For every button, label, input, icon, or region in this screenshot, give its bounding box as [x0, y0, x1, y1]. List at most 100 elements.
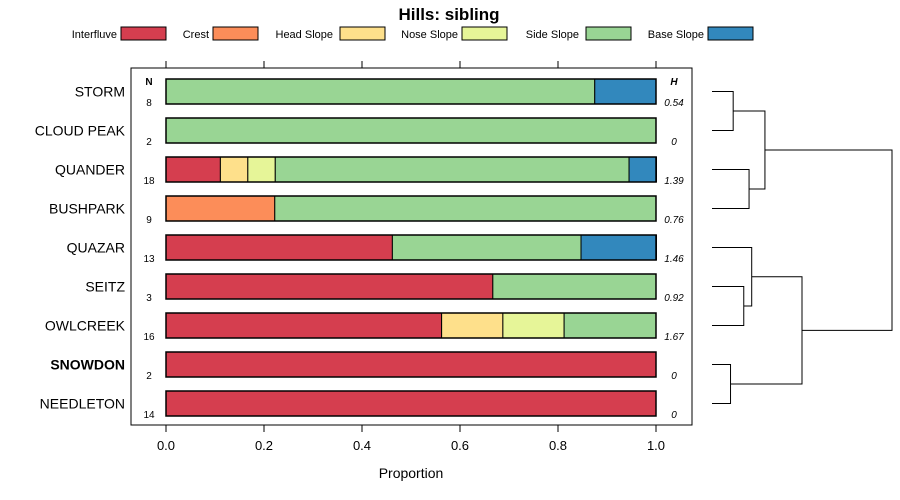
bar-row: STORM 8 0.54 [75, 78, 684, 109]
row-label: OWLCREEK [45, 318, 126, 334]
row-label: SNOWDON [50, 357, 125, 373]
plot-frame [130, 67, 693, 426]
legend-swatch-side-slope [585, 26, 632, 41]
bar-segment [165, 390, 657, 417]
h-value: 1.46 [664, 254, 684, 265]
bar-outline [165, 390, 657, 417]
x-tick-label: 0.2 [255, 438, 273, 453]
bar-outline [165, 78, 657, 105]
n-value: 2 [146, 371, 152, 382]
bar-segment [165, 273, 494, 300]
bar-row: CLOUD PEAK 2 0 [35, 117, 677, 148]
legend: Interfluve Crest Head Slope Nose Slope Side … [72, 26, 754, 41]
bar-segment [441, 312, 504, 339]
n-value: 3 [146, 293, 152, 304]
n-value: 9 [146, 215, 152, 226]
chart-title: Hills: sibling [398, 5, 499, 24]
n-value: 2 [146, 137, 152, 148]
legend-label-interfluve: Interfluve [72, 29, 117, 41]
legend-label-head-slope: Head Slope [276, 29, 334, 41]
legend-swatch-base-slope [707, 26, 754, 41]
row-label: SEITZ [85, 279, 125, 295]
bar-segment [563, 312, 657, 339]
legend-label-base-slope: Base Slope [648, 29, 704, 41]
n-column-header: N [145, 77, 152, 88]
bar-segment [165, 117, 657, 144]
row-label: QUAZAR [67, 240, 125, 256]
bar-segment [594, 78, 657, 105]
bar-segment [219, 156, 249, 183]
row-label: STORM [75, 84, 125, 100]
bar-outline [165, 234, 657, 261]
bar-outline [165, 117, 657, 144]
bar-outline [165, 156, 657, 183]
x-tick-label: 0.0 [157, 438, 175, 453]
bar-outline [165, 351, 657, 378]
bar-segment [391, 234, 582, 261]
legend-swatch-nose-slope [461, 26, 508, 41]
top-axis-ticks [165, 61, 657, 68]
bar-segment [165, 156, 221, 183]
dendrogram-branch [730, 276, 803, 385]
row-label: CLOUD PEAK [35, 123, 126, 139]
h-column-header: H [670, 77, 678, 88]
legend-swatch-interfluve [120, 26, 167, 41]
x-tick-label: 0.6 [451, 438, 469, 453]
bar-segment [165, 195, 276, 222]
row-label: NEEDLETON [40, 396, 125, 412]
bar-segment [165, 312, 443, 339]
h-value: 0.92 [664, 293, 684, 304]
bar-segment [492, 273, 657, 300]
bars-group: STORM 8 0.54 CLOUD PEAK 2 0 QUANDER 18 1.39 BUSHP… [35, 78, 684, 421]
n-value: 8 [146, 98, 152, 109]
h-value: 0 [671, 410, 677, 421]
legend-label-crest: Crest [183, 29, 209, 41]
bar-segment [165, 234, 393, 261]
h-value: 1.39 [664, 176, 684, 187]
x-axis: 0.0 0.2 0.4 0.6 0.8 1.0 [157, 425, 665, 453]
bar-row: SEITZ 3 0.92 [85, 273, 684, 304]
bar-outline [165, 195, 657, 222]
bar-row: QUAZAR 13 1.46 [67, 234, 684, 265]
n-value: 13 [143, 254, 155, 265]
h-value: 0.76 [664, 215, 684, 226]
dendrogram-branch [712, 91, 734, 131]
dendrogram-branch [712, 247, 753, 307]
bar-row: SNOWDON 2 0 [50, 351, 677, 382]
bar-segment [165, 351, 657, 378]
bar-outline [165, 273, 657, 300]
dendrogram [712, 91, 893, 404]
dendrogram-branch [733, 110, 766, 190]
bar-segment [165, 78, 596, 105]
legend-swatch-head-slope [339, 26, 386, 41]
bar-row: OWLCREEK 16 1.67 [45, 312, 684, 343]
row-label: QUANDER [55, 162, 125, 178]
n-value: 14 [143, 410, 155, 421]
x-tick-label: 0.4 [353, 438, 371, 453]
h-value: 1.67 [664, 332, 684, 343]
h-value: 0 [671, 371, 677, 382]
x-axis-label: Proportion [379, 465, 444, 481]
bar-segment [274, 156, 630, 183]
bar-row: BUSHPARK 9 0.76 [49, 195, 684, 226]
h-value: 0 [671, 137, 677, 148]
x-tick-label: 1.0 [647, 438, 665, 453]
bar-row: QUANDER 18 1.39 [55, 156, 684, 187]
n-value: 16 [143, 332, 155, 343]
legend-label-side-slope: Side Slope [526, 29, 579, 41]
legend-label-nose-slope: Nose Slope [401, 29, 458, 41]
bar-segment [274, 195, 657, 222]
dendrogram-branch [712, 286, 745, 326]
x-tick-label: 0.8 [549, 438, 567, 453]
dendrogram-branch [712, 169, 750, 209]
n-value: 18 [143, 176, 155, 187]
dendrogram-branch [764, 149, 893, 331]
bar-outline [165, 312, 657, 339]
row-label: BUSHPARK [49, 201, 126, 217]
bar-segment [502, 312, 565, 339]
legend-swatch-crest [212, 26, 259, 41]
h-value: 0.54 [664, 98, 684, 109]
bar-segment [247, 156, 276, 183]
